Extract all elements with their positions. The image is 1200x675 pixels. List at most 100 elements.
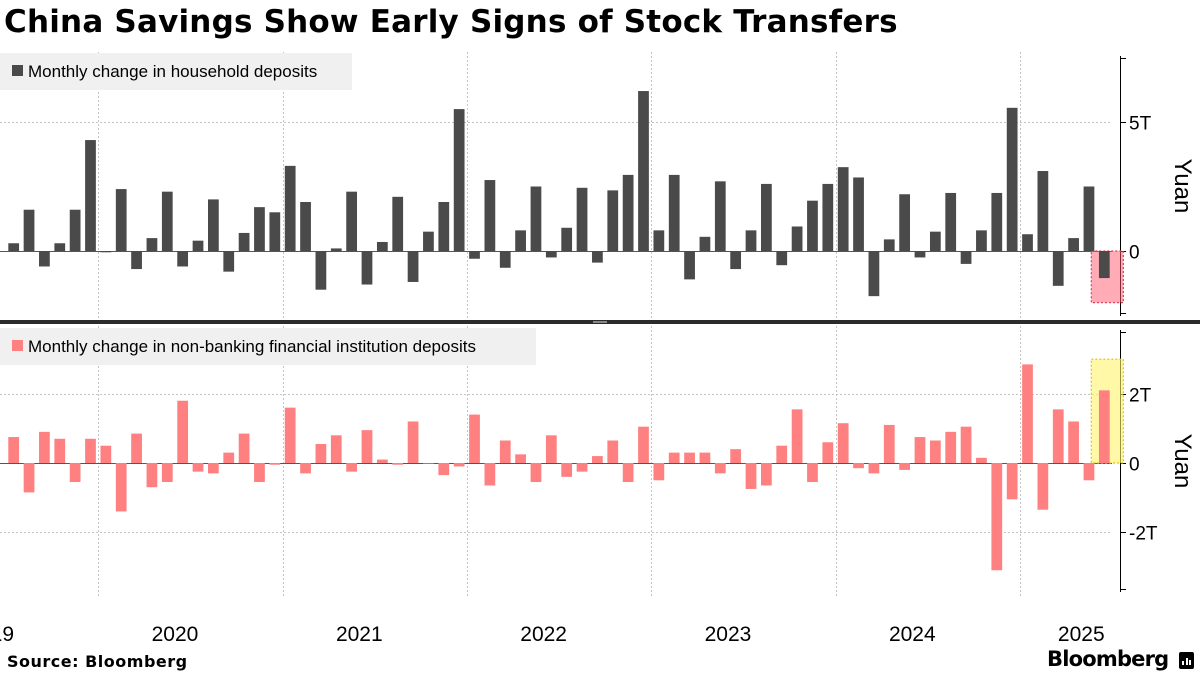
bar bbox=[684, 251, 695, 280]
bar bbox=[131, 433, 142, 463]
legend-box bbox=[0, 53, 352, 90]
bar bbox=[361, 251, 373, 285]
bar bbox=[776, 251, 788, 266]
bloomberg-terminal-icon bbox=[1179, 652, 1194, 669]
bar bbox=[991, 192, 1003, 251]
bar bbox=[868, 463, 880, 474]
bar bbox=[1052, 409, 1064, 463]
bar bbox=[269, 212, 281, 251]
bar bbox=[207, 463, 219, 474]
bar bbox=[945, 431, 957, 463]
bar bbox=[822, 183, 834, 251]
bar bbox=[407, 421, 419, 463]
bar bbox=[192, 240, 204, 251]
source-note: Source: Bloomberg bbox=[7, 652, 188, 671]
bar bbox=[515, 454, 526, 463]
legend-label: Monthly change in household deposits bbox=[28, 62, 317, 81]
bar bbox=[545, 251, 557, 258]
x-tick-label: 2021 bbox=[336, 623, 383, 646]
bar bbox=[238, 232, 250, 251]
bar bbox=[23, 209, 35, 251]
bar bbox=[8, 437, 20, 463]
bar bbox=[346, 191, 358, 251]
bar bbox=[23, 463, 35, 493]
y-tick-label: 0 bbox=[1129, 243, 1140, 264]
bar bbox=[469, 251, 480, 259]
bar bbox=[8, 243, 20, 251]
bar bbox=[745, 230, 757, 251]
bar bbox=[453, 109, 465, 251]
y-axis-title: Yuan bbox=[1169, 434, 1196, 489]
bar bbox=[545, 435, 557, 463]
bar bbox=[469, 414, 480, 463]
bar bbox=[1006, 463, 1018, 500]
bar bbox=[330, 435, 342, 463]
bar bbox=[991, 463, 1003, 571]
bar bbox=[100, 445, 112, 463]
bar bbox=[315, 251, 327, 290]
bar bbox=[776, 445, 788, 463]
y-tick-label: 5T bbox=[1129, 114, 1152, 135]
bar bbox=[760, 463, 772, 486]
bar bbox=[945, 192, 957, 251]
bar bbox=[438, 201, 450, 251]
bar bbox=[453, 463, 465, 467]
bar bbox=[868, 251, 880, 297]
bar bbox=[115, 189, 127, 251]
bar bbox=[960, 426, 972, 463]
bar bbox=[1006, 107, 1018, 251]
bar bbox=[423, 463, 434, 464]
bar bbox=[592, 251, 603, 263]
bar bbox=[438, 463, 450, 476]
bar bbox=[330, 248, 342, 251]
bar bbox=[423, 231, 434, 251]
bar bbox=[254, 207, 265, 251]
bar bbox=[653, 463, 665, 481]
bar bbox=[69, 209, 81, 251]
bar bbox=[54, 243, 66, 251]
bar bbox=[899, 463, 911, 470]
bar bbox=[976, 457, 987, 463]
bar bbox=[699, 236, 711, 251]
bar bbox=[192, 463, 204, 472]
bar bbox=[223, 452, 235, 463]
bar bbox=[100, 251, 112, 253]
bar bbox=[530, 463, 542, 483]
bar bbox=[1022, 234, 1033, 251]
legend-box bbox=[0, 328, 536, 365]
bar bbox=[300, 201, 311, 251]
bar bbox=[85, 438, 96, 463]
bar bbox=[592, 456, 603, 463]
bar bbox=[561, 463, 573, 477]
bar bbox=[929, 440, 941, 463]
bar bbox=[407, 251, 419, 282]
bar bbox=[714, 463, 726, 474]
bar bbox=[929, 231, 941, 251]
bar bbox=[392, 196, 404, 251]
source-label: Source: bbox=[7, 652, 80, 671]
bar bbox=[1083, 186, 1095, 251]
bar bbox=[1037, 463, 1049, 510]
bar bbox=[899, 194, 911, 251]
bar bbox=[638, 91, 649, 251]
bar bbox=[146, 238, 158, 251]
bar bbox=[1083, 463, 1095, 481]
bloomberg-logo: Bloomberg bbox=[1047, 647, 1169, 671]
bar bbox=[807, 463, 818, 483]
bar bbox=[699, 452, 711, 463]
bar bbox=[177, 251, 189, 267]
bar bbox=[668, 174, 680, 251]
bar bbox=[161, 463, 173, 483]
bar bbox=[499, 251, 511, 268]
x-tick-label: 2022 bbox=[520, 623, 567, 646]
bar bbox=[730, 251, 742, 270]
bar bbox=[807, 200, 818, 251]
bar bbox=[39, 431, 50, 463]
bar bbox=[576, 187, 588, 251]
bar bbox=[853, 463, 864, 469]
bar bbox=[714, 181, 726, 251]
bar bbox=[837, 423, 849, 463]
bar bbox=[146, 463, 158, 488]
bar bbox=[361, 430, 373, 463]
